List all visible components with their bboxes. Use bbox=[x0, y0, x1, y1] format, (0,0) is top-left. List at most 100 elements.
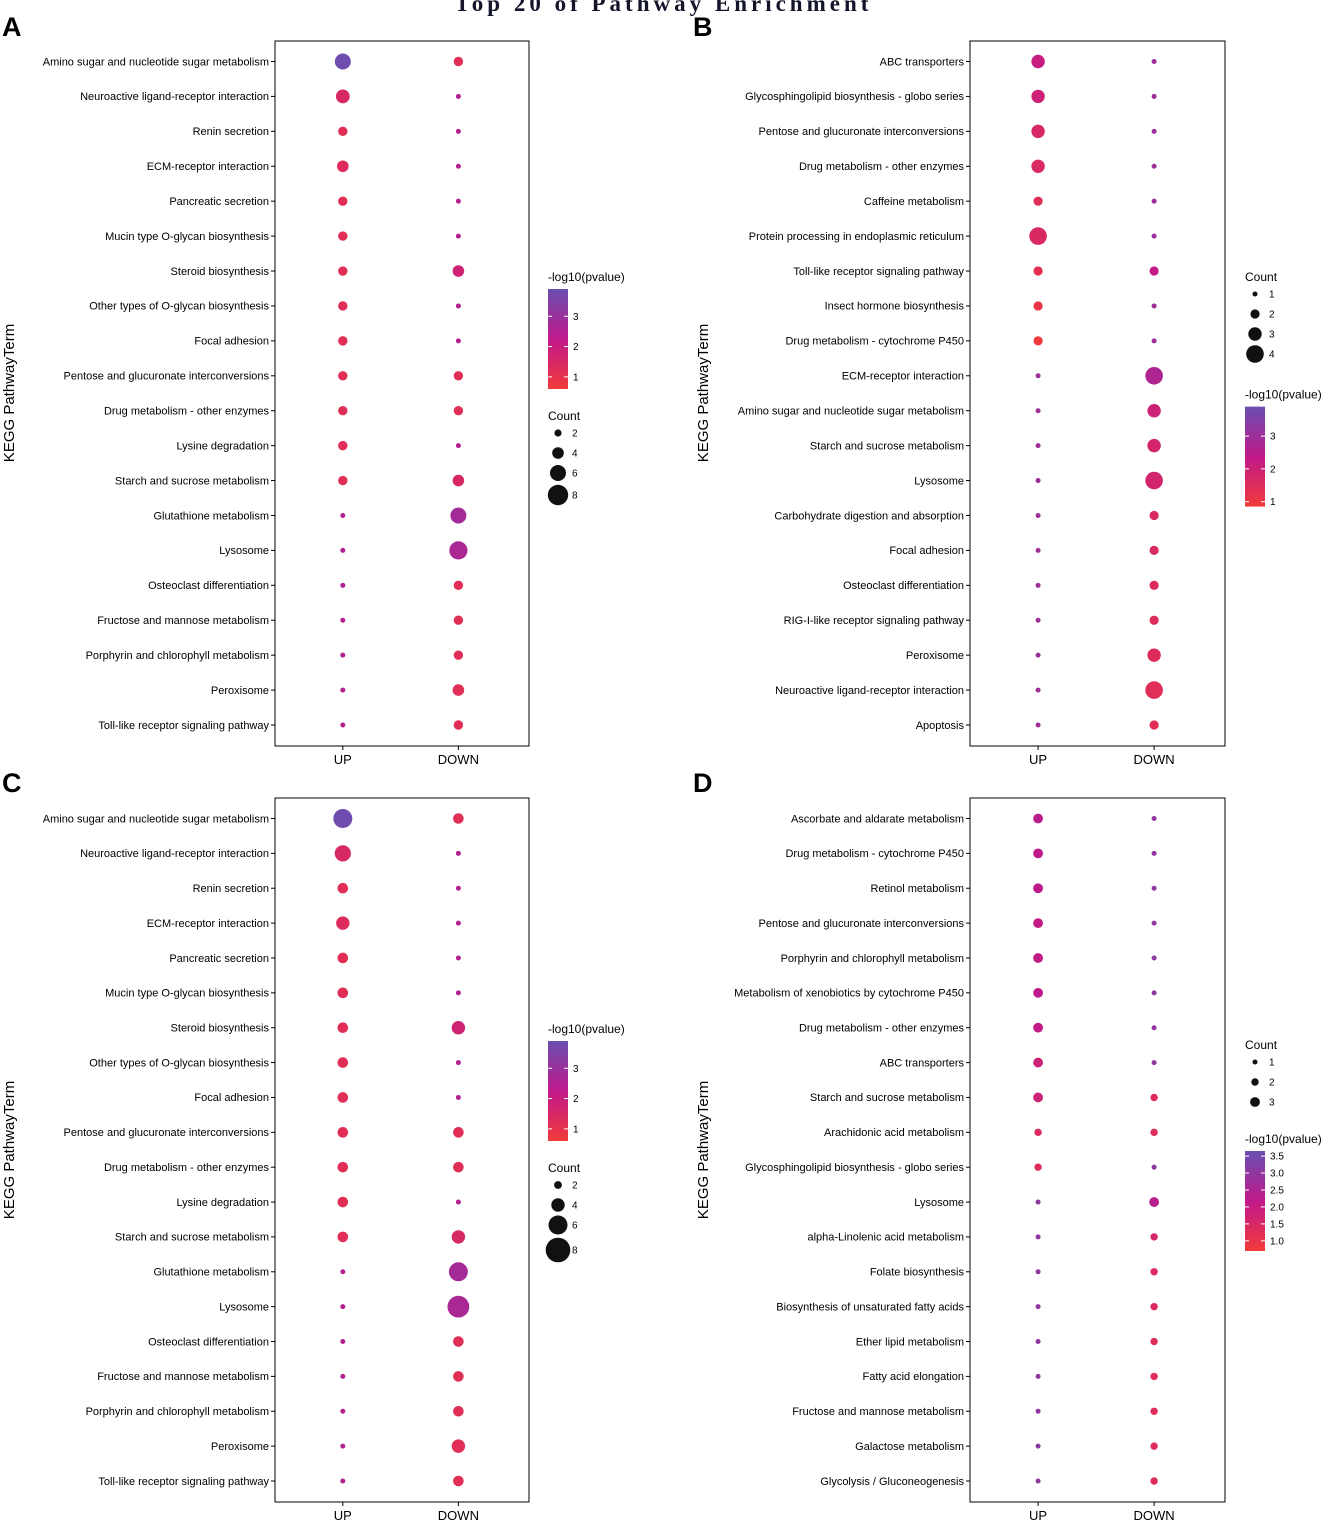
data-point-up bbox=[340, 1443, 346, 1449]
y-tick-label: Starch and sucrose metabolism bbox=[115, 475, 269, 487]
data-point-down bbox=[1150, 1477, 1158, 1485]
y-tick-label: Lysosome bbox=[219, 1301, 269, 1313]
data-point-up bbox=[337, 1127, 349, 1138]
data-point-up bbox=[1035, 1269, 1041, 1275]
data-point-up bbox=[340, 512, 346, 518]
size-legend-dot bbox=[554, 429, 562, 437]
y-tick-label: Glycolysis / Gluconeogenesis bbox=[820, 1476, 964, 1488]
data-point-up bbox=[337, 1196, 349, 1208]
panel-label-a: A bbox=[2, 12, 22, 42]
data-point-up bbox=[1033, 336, 1043, 346]
y-tick-label: Pancreatic secretion bbox=[169, 953, 269, 965]
y-tick-label: Mucin type O-glycan biosynthesis bbox=[105, 231, 269, 243]
data-point-up bbox=[1035, 512, 1041, 518]
x-tick-label-down: DOWN bbox=[1134, 1508, 1175, 1522]
y-tick-label: Renin secretion bbox=[193, 126, 269, 138]
data-point-up bbox=[1035, 408, 1041, 414]
y-tick-label: Other types of O-glycan biosynthesis bbox=[89, 301, 269, 313]
size-legend-dot bbox=[1246, 345, 1264, 363]
y-tick-label: Pentose and glucuronate interconversions bbox=[64, 371, 270, 383]
plot-frame bbox=[969, 40, 1226, 747]
data-point-up bbox=[338, 301, 348, 311]
y-tick-label: Glutathione metabolism bbox=[153, 510, 269, 522]
data-point-up bbox=[337, 1161, 349, 1173]
y-tick-label: Amino sugar and nucleotide sugar metabol… bbox=[43, 813, 269, 825]
y-tick-label: Retinol metabolism bbox=[870, 883, 964, 895]
data-point-up bbox=[1033, 1057, 1043, 1068]
chart-panel-c: Amino sugar and nucleotide sugar metabol… bbox=[1, 797, 625, 1522]
data-point-up bbox=[1031, 89, 1045, 104]
data-point-down bbox=[453, 1475, 464, 1487]
y-axis-title: KEGG PathwayTerm bbox=[695, 324, 712, 462]
y-tick-label: Amino sugar and nucleotide sugar metabol… bbox=[738, 406, 964, 418]
data-point-down bbox=[451, 1230, 466, 1244]
data-point-down bbox=[452, 474, 465, 487]
y-tick-label: Galactose metabolism bbox=[855, 1441, 964, 1453]
size-legend-dot bbox=[1248, 327, 1262, 341]
y-tick-label: Drug metabolism - other enzymes bbox=[799, 161, 965, 173]
y-tick-label: Fatty acid elongation bbox=[862, 1371, 964, 1383]
y-tick-label: Focal adhesion bbox=[194, 336, 269, 348]
x-tick-label-up: UP bbox=[1029, 752, 1047, 767]
x-tick-label-down: DOWN bbox=[438, 1508, 479, 1522]
plot-frame bbox=[969, 797, 1226, 1503]
data-point-down bbox=[1151, 816, 1157, 821]
data-point-down bbox=[1151, 59, 1157, 64]
size-legend-label: 1 bbox=[1269, 1058, 1275, 1069]
data-point-down bbox=[1149, 580, 1159, 590]
data-point-down bbox=[1149, 1197, 1160, 1207]
data-point-down bbox=[453, 580, 464, 591]
y-tick-label: Glycosphingolipid biosynthesis - globo s… bbox=[745, 1162, 964, 1174]
data-point-up bbox=[340, 617, 346, 623]
data-point-down bbox=[1151, 920, 1157, 926]
data-point-up bbox=[334, 53, 351, 70]
size-legend-dot bbox=[547, 484, 569, 506]
data-point-down bbox=[455, 443, 461, 449]
y-tick-label: Osteoclast differentiation bbox=[843, 580, 964, 592]
data-point-down bbox=[450, 507, 467, 524]
figure-title: Top 20 of Pathway Enrichment bbox=[454, 0, 873, 16]
y-tick-label: Steroid biosynthesis bbox=[171, 1023, 270, 1035]
size-legend-dot bbox=[1252, 1059, 1258, 1065]
data-point-down bbox=[1151, 93, 1157, 99]
data-point-up bbox=[1033, 918, 1043, 929]
data-point-up bbox=[1035, 722, 1041, 728]
data-point-down bbox=[455, 303, 461, 309]
y-tick-label: Lysine degradation bbox=[176, 1197, 269, 1209]
y-axis-title: KEGG PathwayTerm bbox=[1, 1081, 18, 1219]
y-tick-label: Starch and sucrose metabolism bbox=[810, 1092, 964, 1104]
panel-label-d: D bbox=[693, 768, 713, 798]
data-point-down bbox=[455, 1094, 461, 1100]
size-legend-dot bbox=[1251, 1078, 1259, 1086]
data-point-down bbox=[453, 1336, 464, 1347]
data-point-down bbox=[1151, 990, 1157, 996]
data-point-up bbox=[1033, 813, 1043, 824]
data-point-up bbox=[340, 687, 346, 693]
size-legend-dot bbox=[548, 1215, 568, 1235]
colorbar-tick-label: 3.5 bbox=[1270, 1152, 1284, 1163]
size-legend-dot bbox=[1252, 291, 1258, 297]
data-point-down bbox=[455, 233, 461, 239]
data-point-down bbox=[1150, 1128, 1158, 1137]
y-tick-label: Neuroactive ligand-receptor interaction bbox=[80, 848, 269, 860]
y-tick-label: Porphyrin and chlorophyll metabolism bbox=[86, 1406, 269, 1418]
y-tick-label: Porphyrin and chlorophyll metabolism bbox=[86, 650, 269, 662]
y-tick-label: Drug metabolism - other enzymes bbox=[799, 1023, 965, 1035]
data-point-up bbox=[1035, 443, 1041, 449]
colorbar bbox=[1245, 406, 1265, 507]
chart-panel-b: ABC transporters Glycosphingolipid biosyn… bbox=[695, 40, 1322, 767]
data-point-down bbox=[452, 265, 465, 277]
data-point-down bbox=[452, 684, 465, 696]
data-point-up bbox=[337, 1092, 349, 1103]
data-point-down bbox=[453, 1161, 464, 1173]
data-point-down bbox=[1145, 366, 1163, 385]
data-point-down bbox=[1151, 1060, 1157, 1066]
y-tick-label: ECM-receptor interaction bbox=[147, 918, 269, 930]
data-point-down bbox=[1150, 1442, 1158, 1450]
data-point-down bbox=[1151, 955, 1157, 961]
data-point-up bbox=[1035, 1373, 1041, 1379]
y-tick-label: Toll-like receptor signaling pathway bbox=[98, 720, 269, 732]
y-tick-label: Neuroactive ligand-receptor interaction bbox=[775, 685, 964, 697]
y-tick-label: Mucin type O-glycan biosynthesis bbox=[105, 988, 269, 1000]
